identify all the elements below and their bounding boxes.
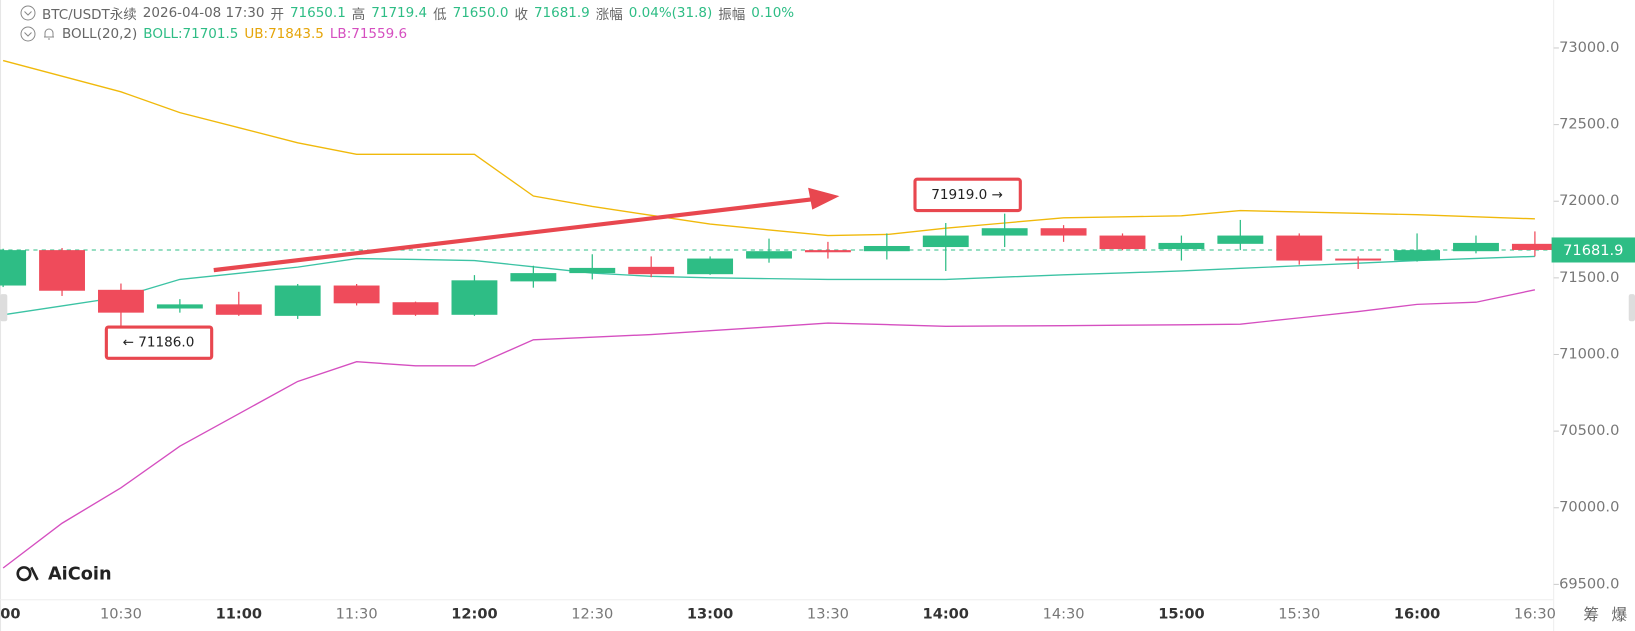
candle-body: [1453, 242, 1499, 252]
candle-body: [1511, 243, 1558, 250]
arrow-line: [213, 197, 814, 273]
x-tick-label: 16:30: [1514, 605, 1556, 622]
x-tick-label: 00: [0, 605, 20, 622]
candle-body: [981, 228, 1028, 236]
left-handle[interactable]: [0, 294, 8, 322]
y-tick-label: 72500.0: [1559, 116, 1619, 133]
indicator-layer: [0, 59, 1554, 569]
annotation-label: ← 71186.0: [123, 335, 195, 351]
indicator-line: [2, 59, 1535, 237]
time: 2026-04-08 17:30: [142, 5, 265, 21]
axis-layer: 69500.0 70000.0 70500.0 71000.0 71500.0 72000…: [0, 39, 1635, 622]
candle-body: [746, 251, 792, 259]
x-tick-label: 10:30: [100, 605, 142, 622]
ohlc-header: BTC/USDT永续 2026-04-08 17:30 开 71650.1 高 71…: [20, 3, 794, 23]
low-label: 低: [433, 7, 447, 23]
candle-body: [1158, 242, 1205, 250]
candle-body: [863, 245, 910, 252]
candle-body: [569, 267, 616, 274]
candle-body: [922, 235, 969, 248]
symbol: BTC/USDT永续: [42, 7, 137, 23]
x-tick-label: 12:30: [571, 605, 613, 622]
candle-body: [804, 250, 851, 253]
candle-body: [274, 285, 321, 316]
x-tick-label: 11:00: [216, 605, 262, 622]
candle-body: [215, 304, 262, 315]
y-tick-label: 70000.0: [1559, 499, 1619, 516]
candle-body: [1335, 258, 1382, 261]
candle-body: [1276, 235, 1323, 261]
y-tick-label: 70500.0: [1559, 422, 1619, 439]
candle-body: [1217, 235, 1264, 244]
arrow-head: [808, 187, 840, 210]
x-tick-label: 16:00: [1394, 605, 1440, 622]
change-value: 0.04%(31.8): [628, 5, 713, 21]
open-value: 71650.1: [289, 5, 346, 21]
annotation-label: 71919.0 →: [931, 187, 1003, 203]
annotation-box: [104, 325, 214, 360]
high-label: 高: [351, 7, 366, 23]
indicator-header: BOLL(20,2) BOLL:71701.5 UB:71843.5 LB:71…: [20, 26, 407, 42]
candle-body: [687, 258, 734, 275]
x-tick-label: 12:00: [451, 605, 497, 622]
x-tick-label: 13:00: [687, 605, 733, 622]
last-price-tag: [1551, 237, 1635, 263]
high-value: 71719.4: [371, 5, 428, 21]
y-tick-label: 73000.0: [1559, 39, 1619, 56]
candle-body: [451, 280, 498, 315]
lb-value: LB:71559.6: [329, 26, 408, 42]
amp-label: 振幅: [718, 7, 746, 23]
x-tick-label: 11:30: [336, 605, 378, 622]
candle-body: [628, 266, 675, 275]
ub-value: UB:71843.5: [244, 26, 324, 42]
candle-body: [1394, 250, 1441, 261]
logo-icon: [30, 566, 39, 581]
x-tick-label: 13:30: [807, 605, 849, 622]
collapse-icon[interactable]: [20, 5, 36, 21]
indicator-line: [2, 289, 1536, 569]
x-tick-label: 15:30: [1278, 605, 1320, 622]
change-label: 涨幅: [595, 7, 623, 23]
candle-layer: [0, 213, 1558, 326]
x-tick-label: 14:00: [923, 605, 969, 622]
open-label: 开: [270, 7, 284, 23]
right-handle[interactable]: [1628, 294, 1635, 322]
bell-icon[interactable]: [42, 26, 56, 42]
side-button[interactable]: 筹: [1583, 605, 1599, 624]
logo-text: AiCoin: [48, 565, 112, 585]
x-tick-label: 14:30: [1043, 605, 1085, 622]
candle-body: [156, 304, 203, 309]
low-value: 71650.0: [452, 5, 509, 21]
logo-icon: [16, 566, 32, 582]
candle-body: [39, 250, 85, 291]
side-button[interactable]: 爆: [1612, 605, 1628, 624]
logo: AiCoin: [16, 565, 112, 585]
close-value: 71681.9: [533, 5, 590, 21]
y-tick-label: 71000.0: [1559, 345, 1619, 362]
y-tick-label: 69500.0: [1559, 575, 1619, 592]
close-label: 收: [514, 7, 528, 23]
indicator-line: [3, 255, 1535, 316]
candle-body: [98, 289, 144, 313]
collapse-icon[interactable]: [20, 26, 36, 42]
last-price-label: 71681.9: [1563, 242, 1623, 259]
candle-body: [333, 285, 380, 304]
amp-value: 0.10%: [751, 5, 795, 21]
annotation-layer: ← 71186.0 71919.0 →: [104, 177, 1022, 360]
candle-body: [1040, 228, 1087, 236]
annotation-box: [913, 177, 1022, 213]
candle-body: [510, 273, 557, 282]
x-tick-label: 15:00: [1158, 605, 1204, 622]
indicator-name: BOLL(20,2): [62, 26, 138, 42]
boll-value: BOLL:71701.5: [143, 26, 239, 42]
trend-arrow: [213, 187, 840, 273]
y-tick-label: 71500.0: [1559, 269, 1619, 286]
y-tick-label: 72000.0: [1559, 192, 1619, 209]
candle-body: [0, 250, 27, 286]
candle-body: [1099, 235, 1146, 250]
candle-body: [392, 302, 439, 315]
